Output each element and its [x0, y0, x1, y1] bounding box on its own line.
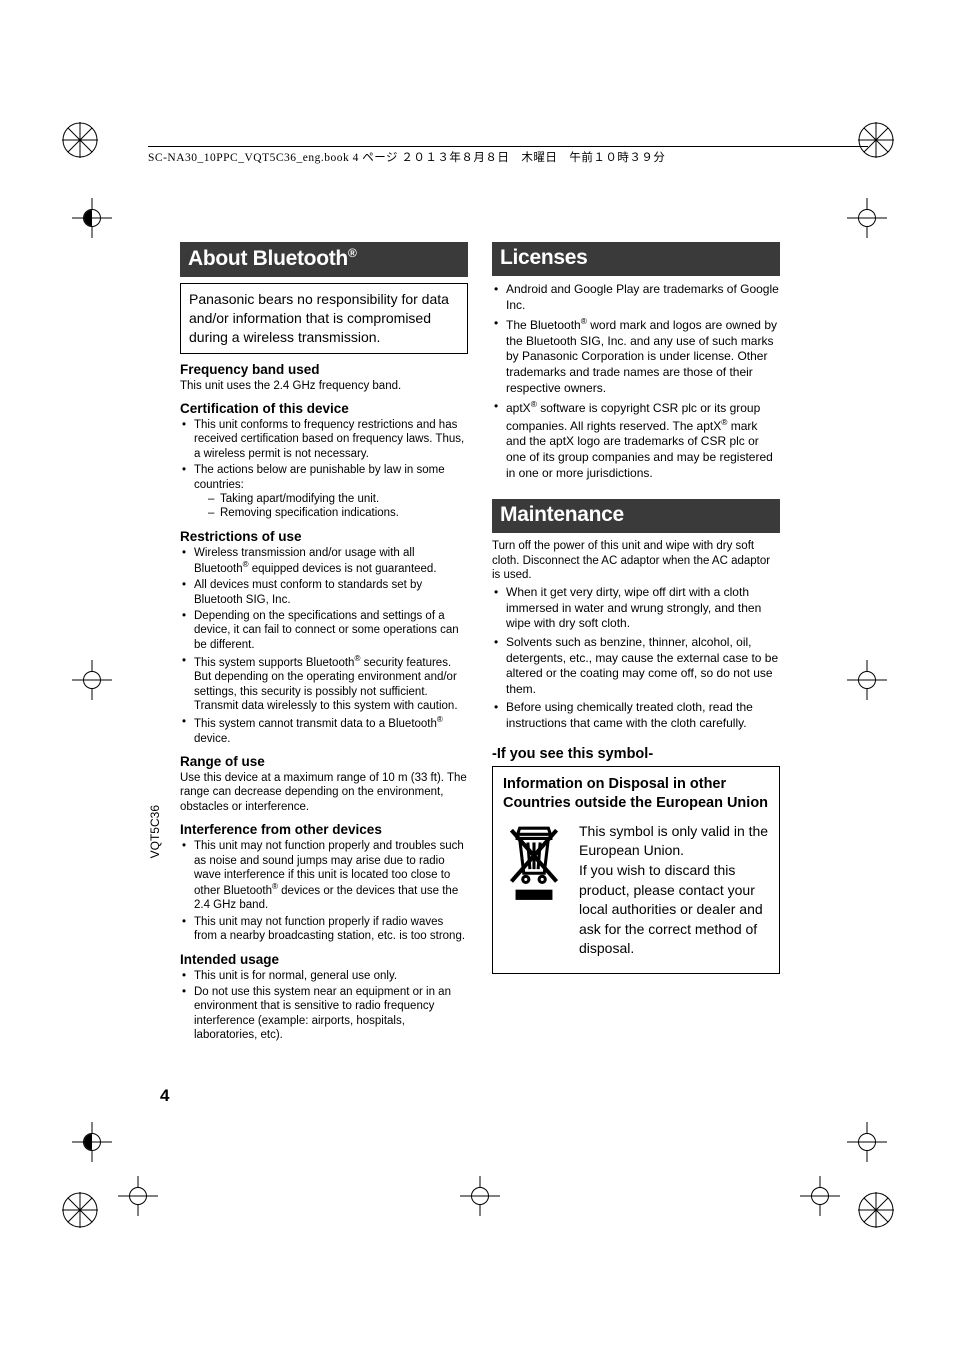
list-item: When it get very dirty, wipe off dirt wi…: [492, 585, 780, 632]
list-item-text: The actions below are punishable by law …: [194, 464, 445, 490]
header-filename: SC-NA30_10PPC_VQT5C36_eng.book 4 ページ ２０１…: [148, 146, 868, 165]
disposal-text: This symbol is only valid in the Europea…: [579, 822, 769, 959]
crosshair-left-mid: [72, 660, 112, 700]
left-column: About Bluetooth® Panasonic bears no resp…: [180, 242, 468, 1044]
body-range: Use this device at a maximum range of 10…: [180, 771, 468, 814]
crosshair-right-mid: [847, 660, 887, 700]
sublist-item: Taking apart/modifying the unit.: [208, 492, 468, 506]
subhead-restrictions: Restrictions of use: [180, 529, 468, 544]
crosshair-right-bot: [847, 1122, 887, 1162]
list-item: This system cannot transmit data to a Bl…: [180, 715, 468, 746]
crosshair-left-top: [72, 198, 112, 238]
right-column: Licenses Android and Google Play are tra…: [492, 242, 780, 1044]
list-item: Android and Google Play are trademarks o…: [492, 282, 780, 313]
subhead-range: Range of use: [180, 754, 468, 769]
crosshair-bottom-mid: [460, 1176, 500, 1216]
heading-about-bluetooth: About Bluetooth®: [180, 242, 468, 277]
list-intended: This unit is for normal, general use onl…: [180, 969, 468, 1043]
list-maintenance: When it get very dirty, wipe off dirt wi…: [492, 585, 780, 731]
weee-icon: [503, 822, 565, 909]
crosshair-bottom-left: [118, 1176, 158, 1216]
list-item: The actions below are punishable by law …: [180, 463, 468, 521]
disposal-title: Information on Disposal in other Countri…: [503, 775, 769, 814]
list-item: Depending on the specifications and sett…: [180, 609, 468, 652]
list-restrictions: Wireless transmission and/or usage with …: [180, 546, 468, 746]
list-certification: This unit conforms to frequency restrict…: [180, 418, 468, 521]
list-item: This unit is for normal, general use onl…: [180, 969, 468, 983]
crosshair-bottom-right: [800, 1176, 840, 1216]
list-item: aptX® software is copyright CSR plc or i…: [492, 399, 780, 481]
list-item: Wireless transmission and/or usage with …: [180, 546, 468, 577]
list-item: Before using chemically treated cloth, r…: [492, 700, 780, 731]
sublist-item: Removing specification indications.: [208, 506, 468, 520]
printer-mark-tl: [62, 122, 98, 158]
list-item: All devices must conform to standards se…: [180, 578, 468, 607]
subhead-symbol: -If you see this symbol-: [492, 746, 780, 762]
subhead-certification: Certification of this device: [180, 401, 468, 416]
list-interference: This unit may not function properly and …: [180, 839, 468, 943]
printer-mark-bl: [62, 1192, 98, 1228]
body-frequency: This unit uses the 2.4 GHz frequency ban…: [180, 379, 468, 393]
list-item: The Bluetooth® word mark and logos are o…: [492, 316, 780, 396]
heading-licenses: Licenses: [492, 242, 780, 276]
list-item: Solvents such as benzine, thinner, alcoh…: [492, 635, 780, 697]
subhead-interference: Interference from other devices: [180, 822, 468, 837]
subhead-frequency: Frequency band used: [180, 362, 468, 377]
spine-code: VQT5C36: [148, 805, 162, 1005]
crosshair-right-top: [847, 198, 887, 238]
page-number: 4: [160, 1086, 169, 1106]
subhead-intended: Intended usage: [180, 952, 468, 967]
list-item: This unit may not function properly if r…: [180, 915, 468, 944]
printer-mark-br: [858, 1192, 894, 1228]
crosshair-left-bot: [72, 1122, 112, 1162]
list-item: This unit may not function properly and …: [180, 839, 468, 913]
heading-maintenance: Maintenance: [492, 499, 780, 533]
sublist-actions: Taking apart/modifying the unit. Removin…: [194, 492, 468, 521]
disclaimer-box: Panasonic bears no responsibility for da…: [180, 283, 468, 354]
list-licenses: Android and Google Play are trademarks o…: [492, 282, 780, 481]
list-item: This unit conforms to frequency restrict…: [180, 418, 468, 461]
body-maintenance-intro: Turn off the power of this unit and wipe…: [492, 539, 780, 582]
list-item: Do not use this system near an equipment…: [180, 985, 468, 1043]
list-item: This system supports Bluetooth® security…: [180, 654, 468, 713]
disposal-box: Information on Disposal in other Countri…: [492, 766, 780, 974]
page-content: About Bluetooth® Panasonic bears no resp…: [180, 242, 780, 1044]
